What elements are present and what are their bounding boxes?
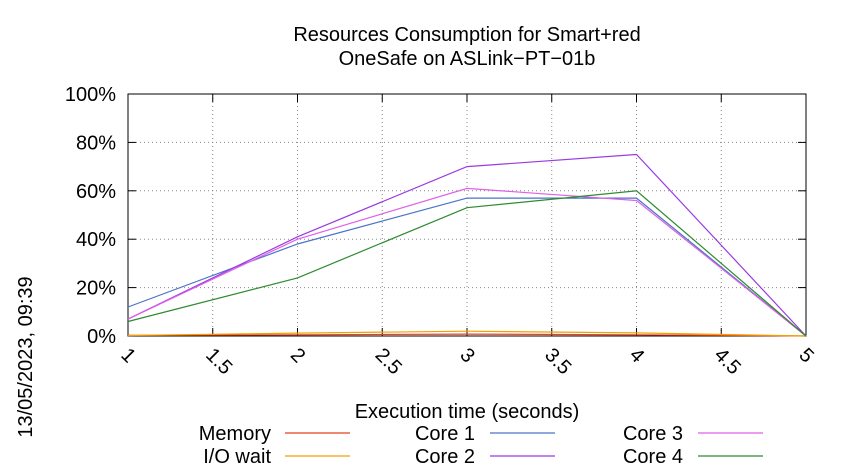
series-line-core-4 [127, 190, 807, 337]
x-tick-label: 1 [116, 344, 139, 367]
legend-label: Core 3 [623, 423, 683, 445]
x-tick-label: 2 [286, 344, 309, 367]
timestamp-label: 13/05/2023, 09:39 [15, 276, 37, 437]
y-tick-label: 100% [65, 84, 116, 106]
y-axis: 0% 20% 40% 60% 80% 100% [65, 84, 806, 348]
y-tick-label: 60% [76, 181, 116, 203]
legend-label: Memory [199, 423, 271, 445]
x-tick-label: 5 [794, 344, 817, 367]
series-line-memory [127, 333, 807, 337]
series-line-core-1 [127, 197, 807, 337]
x-tick-label: 4.5 [710, 344, 745, 379]
x-axis-label: Execution time (seconds) [355, 401, 580, 423]
x-tick-label: 2.5 [371, 344, 406, 379]
x-tick-label: 4 [625, 344, 648, 367]
series-line-core-3 [127, 187, 807, 337]
y-tick-label: 80% [76, 132, 116, 154]
legend-label: Core 4 [623, 446, 683, 468]
legend-label: I/O wait [203, 446, 271, 468]
series-line-i-o-wait [127, 330, 807, 337]
y-tick-label: 0% [87, 326, 116, 348]
series-line-core-2 [127, 153, 807, 337]
legend-label: Core 1 [415, 423, 475, 445]
x-tick-label: 3.5 [540, 344, 575, 379]
x-tick-label: 1.5 [201, 344, 236, 379]
chart-title-line1: Resources Consumption for Smart+red [293, 24, 640, 46]
grid [128, 94, 806, 336]
chart-title-line2: OneSafe on ASLink−PT−01b [339, 48, 596, 70]
y-tick-label: 40% [76, 229, 116, 251]
legend-label: Core 2 [415, 446, 475, 468]
series-lines [127, 153, 807, 337]
x-tick-label: 3 [455, 344, 478, 367]
y-tick-label: 20% [76, 278, 116, 300]
